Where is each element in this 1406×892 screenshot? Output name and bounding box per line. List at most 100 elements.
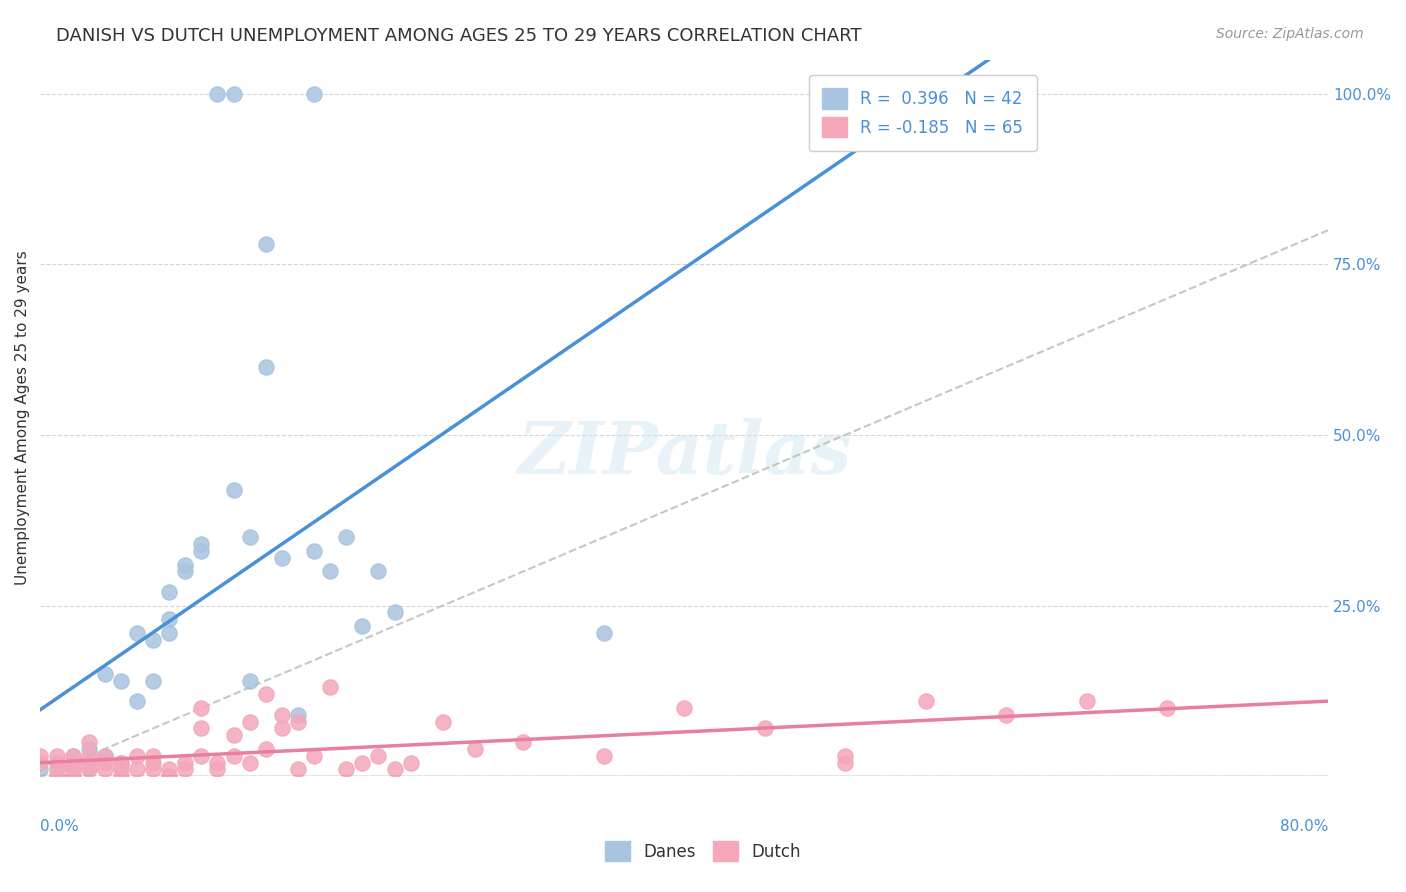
Point bbox=[1156, 701, 1178, 715]
Point bbox=[45, 756, 67, 770]
Point bbox=[77, 748, 100, 763]
Text: 80.0%: 80.0% bbox=[1279, 819, 1329, 834]
Point bbox=[592, 625, 614, 640]
Point bbox=[77, 756, 100, 770]
Point bbox=[222, 87, 245, 101]
Point bbox=[157, 769, 180, 783]
Point bbox=[207, 763, 229, 777]
Point bbox=[914, 694, 936, 708]
Point bbox=[302, 748, 325, 763]
Text: ZIPatlas: ZIPatlas bbox=[517, 418, 852, 489]
Point bbox=[142, 632, 165, 647]
Point bbox=[62, 769, 84, 783]
Point bbox=[335, 530, 357, 544]
Point bbox=[30, 756, 52, 770]
Point bbox=[222, 483, 245, 497]
Point bbox=[995, 707, 1018, 722]
Point bbox=[94, 666, 117, 681]
Point bbox=[190, 748, 212, 763]
Point bbox=[94, 763, 117, 777]
Point bbox=[94, 756, 117, 770]
Point bbox=[270, 707, 292, 722]
Point bbox=[222, 748, 245, 763]
Point bbox=[45, 756, 67, 770]
Point bbox=[239, 530, 262, 544]
Point bbox=[254, 687, 277, 701]
Point bbox=[207, 756, 229, 770]
Point bbox=[834, 756, 856, 770]
Point bbox=[77, 735, 100, 749]
Point bbox=[62, 763, 84, 777]
Point bbox=[673, 701, 696, 715]
Point bbox=[142, 673, 165, 688]
Point bbox=[30, 763, 52, 777]
Y-axis label: Unemployment Among Ages 25 to 29 years: Unemployment Among Ages 25 to 29 years bbox=[15, 251, 30, 585]
Point bbox=[157, 769, 180, 783]
Point bbox=[62, 769, 84, 783]
Point bbox=[352, 756, 374, 770]
Point bbox=[464, 742, 486, 756]
Point bbox=[592, 748, 614, 763]
Point bbox=[45, 763, 67, 777]
Point bbox=[77, 763, 100, 777]
Point bbox=[174, 565, 197, 579]
Point bbox=[62, 763, 84, 777]
Point bbox=[222, 728, 245, 742]
Point bbox=[110, 756, 132, 770]
Point bbox=[157, 612, 180, 626]
Point bbox=[174, 558, 197, 572]
Point bbox=[287, 714, 309, 729]
Point bbox=[45, 769, 67, 783]
Point bbox=[62, 748, 84, 763]
Point bbox=[174, 756, 197, 770]
Point bbox=[190, 537, 212, 551]
Point bbox=[77, 756, 100, 770]
Point bbox=[190, 722, 212, 736]
Point bbox=[77, 742, 100, 756]
Point bbox=[254, 742, 277, 756]
Point bbox=[239, 673, 262, 688]
Point bbox=[319, 681, 342, 695]
Point bbox=[287, 707, 309, 722]
Point bbox=[110, 756, 132, 770]
Text: Source: ZipAtlas.com: Source: ZipAtlas.com bbox=[1216, 27, 1364, 41]
Point bbox=[94, 748, 117, 763]
Point bbox=[157, 585, 180, 599]
Point bbox=[384, 606, 406, 620]
Point bbox=[207, 87, 229, 101]
Point bbox=[125, 694, 148, 708]
Point bbox=[367, 565, 389, 579]
Point bbox=[30, 748, 52, 763]
Point bbox=[174, 763, 197, 777]
Point bbox=[125, 763, 148, 777]
Point bbox=[319, 565, 342, 579]
Point bbox=[190, 701, 212, 715]
Legend: R =  0.396   N = 42, R = -0.185   N = 65: R = 0.396 N = 42, R = -0.185 N = 65 bbox=[808, 75, 1036, 151]
Point bbox=[512, 735, 534, 749]
Point bbox=[287, 763, 309, 777]
Point bbox=[1076, 694, 1098, 708]
Point bbox=[62, 763, 84, 777]
Point bbox=[239, 756, 262, 770]
Point bbox=[125, 748, 148, 763]
Point bbox=[254, 359, 277, 374]
Point bbox=[190, 544, 212, 558]
Point bbox=[239, 714, 262, 729]
Point bbox=[384, 763, 406, 777]
Point bbox=[270, 722, 292, 736]
Point bbox=[352, 619, 374, 633]
Point bbox=[62, 748, 84, 763]
Point bbox=[157, 625, 180, 640]
Point bbox=[335, 763, 357, 777]
Point bbox=[94, 748, 117, 763]
Point bbox=[77, 763, 100, 777]
Point bbox=[834, 748, 856, 763]
Point bbox=[157, 763, 180, 777]
Point bbox=[302, 87, 325, 101]
Point bbox=[110, 763, 132, 777]
Point bbox=[367, 748, 389, 763]
Point bbox=[62, 763, 84, 777]
Point bbox=[142, 756, 165, 770]
Point bbox=[110, 769, 132, 783]
Point bbox=[754, 722, 776, 736]
